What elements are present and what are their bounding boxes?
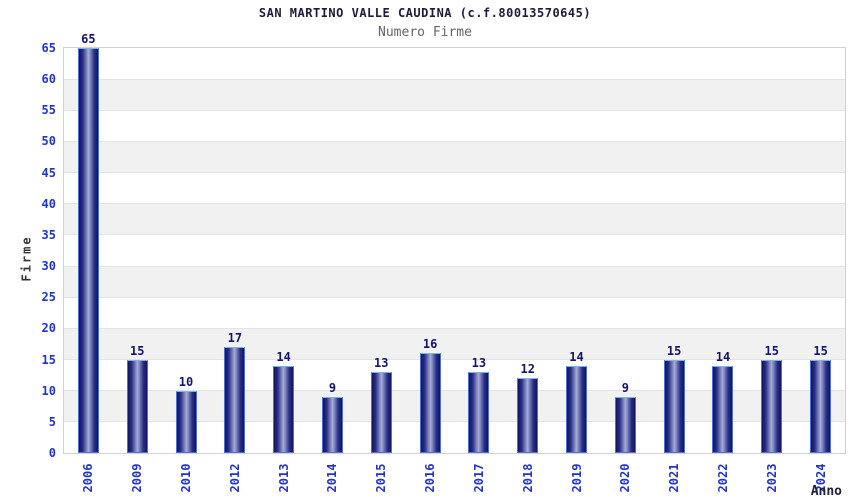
bar-value-label: 14 <box>715 349 731 364</box>
bar-2018 <box>517 378 539 453</box>
x-axis-title: Anno <box>810 484 842 499</box>
gridline <box>64 109 845 111</box>
bar-value-label: 15 <box>764 343 779 358</box>
gridline <box>64 421 845 423</box>
bar-2019 <box>566 365 588 453</box>
bar-2006 <box>77 48 99 453</box>
bar-value-label: 12 <box>520 362 535 377</box>
plot-area <box>63 47 846 454</box>
y-tick-label: 40 <box>41 196 56 211</box>
bar-2009 <box>126 359 148 453</box>
bar-value-label: 9 <box>621 380 629 395</box>
gridline <box>64 265 845 267</box>
y-tick-label: 5 <box>48 414 56 429</box>
y-tick-label: 10 <box>41 383 56 398</box>
x-tick-label: 2019 <box>569 463 584 493</box>
y-tick-label: 65 <box>41 41 56 55</box>
bar-2022 <box>712 365 734 453</box>
x-tick-label: 2006 <box>81 463 96 493</box>
y-tick-label: 60 <box>41 72 56 87</box>
bar-value-label: 65 <box>81 32 96 46</box>
y-tick-label: 30 <box>41 259 56 274</box>
bar-value-label: 13 <box>374 356 389 370</box>
y-tick-label: 15 <box>41 352 56 367</box>
bar-value-label: 15 <box>813 343 828 358</box>
x-tick-label: 2014 <box>325 463 340 493</box>
gridline <box>64 203 845 205</box>
bar-2023 <box>761 359 783 453</box>
y-tick-label: 20 <box>41 321 56 336</box>
gridline <box>64 327 845 329</box>
x-tick-label: 2013 <box>276 463 291 493</box>
y-tick-label: 45 <box>41 165 56 180</box>
bar-2020 <box>614 396 636 453</box>
bar-2014 <box>321 396 343 453</box>
bar-value-label: 15 <box>666 343 682 358</box>
chart-subtitle: Numero Firme <box>378 25 472 40</box>
x-tick-label: 2010 <box>179 463 194 493</box>
bar-2021 <box>663 359 685 453</box>
bar-2013 <box>273 365 295 453</box>
y-tick-label: 35 <box>41 227 56 242</box>
x-tick-label: 2016 <box>423 463 438 493</box>
x-tick-label: 2021 <box>667 463 682 493</box>
gridline <box>64 140 845 142</box>
bar-value-label: 13 <box>471 356 487 370</box>
gridline <box>64 172 845 174</box>
gridline <box>64 359 845 361</box>
gridline <box>64 78 845 80</box>
x-tick-label: 2018 <box>520 463 535 493</box>
bar-2017 <box>468 372 490 453</box>
bar-2024 <box>810 359 832 453</box>
x-tick-label: 2017 <box>471 463 486 493</box>
bar-2012 <box>224 347 246 453</box>
x-tick-label: 2022 <box>715 463 730 493</box>
bar-2015 <box>370 372 392 453</box>
gridline <box>64 296 845 298</box>
y-tick-label: 55 <box>41 103 56 118</box>
bar-value-label: 17 <box>227 331 243 346</box>
gridline <box>64 234 845 236</box>
gridline <box>64 390 845 392</box>
bar-value-label: 15 <box>129 343 145 358</box>
x-tick-label: 2020 <box>618 463 633 493</box>
y-tick-label: 50 <box>41 134 56 149</box>
chart-title: SAN MARTINO VALLE CAUDINA (c.f.800135706… <box>258 6 592 20</box>
bar-value-label: 14 <box>276 349 291 364</box>
y-tick-label: 25 <box>41 290 56 305</box>
y-tick-label: 0 <box>48 446 56 460</box>
bar-2016 <box>419 353 441 453</box>
bar-value-label: 16 <box>422 337 438 352</box>
bar-value-label: 14 <box>569 349 584 364</box>
bar-value-label: 10 <box>178 374 194 389</box>
x-tick-label: 2012 <box>227 463 242 493</box>
bar-2010 <box>175 390 197 453</box>
x-tick-label: 2023 <box>764 463 779 493</box>
bar-value-label: 9 <box>328 380 337 395</box>
x-tick-label: 2015 <box>374 463 389 493</box>
x-tick-label: 2009 <box>130 463 145 493</box>
